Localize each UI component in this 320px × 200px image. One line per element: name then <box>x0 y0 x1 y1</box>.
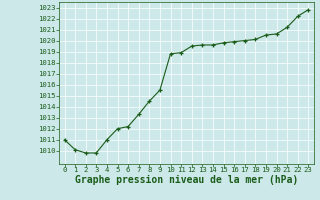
X-axis label: Graphe pression niveau de la mer (hPa): Graphe pression niveau de la mer (hPa) <box>75 175 298 185</box>
